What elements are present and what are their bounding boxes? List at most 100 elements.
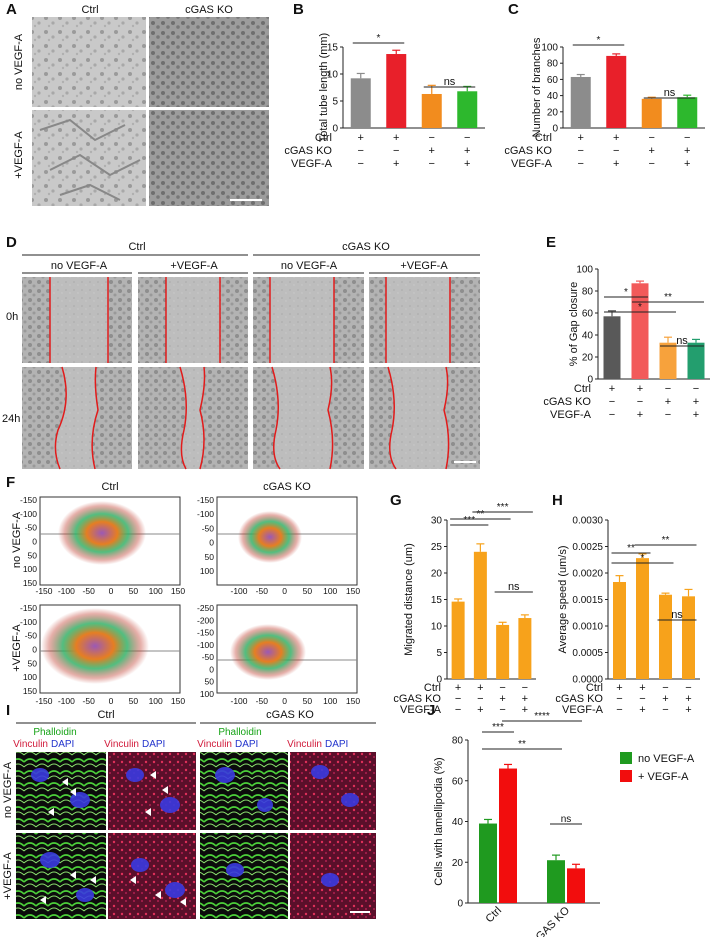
- wound-edge-right: [199, 366, 206, 470]
- arrowheads: [40, 771, 186, 906]
- chart-j: 0 20 40 60 80 Cells with lamellipodia (%) Ctrl…: [433, 711, 695, 937]
- panel-label-i: I: [6, 702, 10, 719]
- panel-d-time-24h: 24h: [2, 413, 20, 425]
- track-plot-ctrl-novegf: [39, 496, 181, 586]
- track-cluster: [41, 608, 149, 684]
- f-y-tick-label: 0: [209, 538, 214, 548]
- bar: [659, 342, 677, 379]
- f-x-tick-label: 100: [323, 696, 337, 706]
- condition-label: cGAS KO: [284, 145, 332, 157]
- significance-label: *: [377, 33, 381, 44]
- y-tick-label: 10: [431, 622, 443, 633]
- track-cluster: [238, 511, 302, 563]
- panel-d-group-ctrl: Ctrl: [128, 241, 145, 253]
- significance-label: **: [664, 292, 672, 303]
- condition-sign: −: [616, 704, 622, 716]
- f-y-tick-label: 100: [200, 689, 214, 699]
- wound-gap-24h-3: [272, 367, 333, 469]
- f-y-tick-label: 50: [28, 658, 38, 668]
- panel-i-stain-vinculin-4: Vinculin: [287, 739, 322, 750]
- panel-a-col-cgas: cGAS KO: [185, 4, 233, 16]
- f-y-tick-label: -150: [20, 495, 37, 505]
- condition-sign: −: [609, 396, 615, 408]
- panel-a-col-ctrl: Ctrl: [81, 4, 98, 16]
- panel-i-row-novegf: no VEGF-A: [2, 761, 14, 818]
- condition-label: Ctrl: [535, 132, 552, 144]
- condition-sign: −: [464, 132, 470, 144]
- y-axis-title: Average speed (um/s): [557, 545, 569, 653]
- wound-cells-left: [369, 277, 386, 363]
- y-tick-label: 0.0005: [572, 648, 603, 659]
- condition-sign: −: [499, 704, 505, 716]
- bar: [603, 316, 621, 379]
- condition-sign: −: [662, 704, 668, 716]
- y-tick-label: 0: [436, 675, 442, 686]
- condition-sign: −: [613, 145, 619, 157]
- f-y-tick-label: -150: [197, 628, 214, 638]
- if-image-ctrl-vegf-merge: [16, 833, 106, 919]
- condition-label: Ctrl: [574, 383, 591, 395]
- f-x-tick-label: 100: [149, 586, 163, 596]
- panel-d-group-cgas: cGAS KO: [342, 241, 390, 253]
- panel-i-stain-dapi-3: DAPI: [235, 739, 258, 750]
- wound-cells-right: [334, 277, 364, 363]
- tube-image-cgas-vegf: [149, 110, 269, 206]
- panel-f-col-ctrl: Ctrl: [101, 481, 118, 493]
- y-axis-title: Number of branches: [531, 37, 543, 137]
- wound-cells-right: [108, 277, 132, 363]
- bar: [496, 624, 510, 679]
- condition-sign: −: [609, 409, 615, 421]
- y-tick-label: 10: [327, 70, 339, 81]
- condition-sign: −: [358, 145, 364, 157]
- y-tick-label: 40: [452, 817, 464, 828]
- condition-sign: −: [499, 682, 505, 694]
- wound-edge-right: [327, 366, 334, 470]
- panel-i-stain-dapi-1: DAPI: [51, 739, 74, 750]
- condition-label: VEGF-A: [562, 704, 604, 716]
- f-x-tick-label: 0: [282, 696, 287, 706]
- condition-sign: +: [637, 383, 643, 395]
- f-x-tick-label: -50: [256, 696, 269, 706]
- significance-label: *: [641, 553, 645, 564]
- condition-sign: +: [649, 145, 655, 157]
- condition-sign: +: [613, 158, 619, 170]
- panel-a-row-novegf: no VEGF-A: [13, 33, 25, 90]
- condition-sign: +: [662, 693, 668, 705]
- condition-label: VEGF-A: [550, 409, 592, 421]
- panel-label-d: D: [6, 234, 17, 251]
- significance-label: ns: [676, 335, 688, 347]
- wound-cells-left: [138, 277, 166, 363]
- f-y-tick-label: -50: [202, 652, 215, 662]
- track-plot-ctrl-vegf: [39, 604, 181, 694]
- f-y-tick-label: -100: [197, 640, 214, 650]
- condition-sign: −: [578, 145, 584, 157]
- significance-label: ns: [444, 76, 456, 88]
- wound-edge-left: [54, 366, 67, 470]
- wound-edge-right: [443, 366, 450, 470]
- bar: [636, 558, 649, 679]
- significance-label: ns: [671, 609, 683, 621]
- panel-d: Ctrl cGAS KO no VEGF-A +VEGF-A no VEGF-A…: [2, 241, 480, 470]
- panel-i-row-vegf: +VEGF-A: [2, 852, 14, 900]
- condition-sign: +: [616, 682, 622, 694]
- f-y-tick-label: -150: [197, 495, 214, 505]
- panel-label-e: E: [546, 234, 556, 251]
- condition-sign: −: [616, 693, 622, 705]
- y-tick-label: 5: [436, 648, 442, 659]
- f-y-tick-label: 100: [23, 672, 37, 682]
- bar: [659, 594, 672, 679]
- condition-sign: +: [693, 409, 699, 421]
- chart-h: 0.0000 0.0005 0.0010 0.0015 0.0020 0.0025 0.00…: [557, 516, 700, 686]
- condition-label: VEGF-A: [291, 158, 333, 170]
- panel-i-stain-dapi-4: DAPI: [325, 739, 348, 750]
- f-x-tick-label: 100: [323, 586, 337, 596]
- condition-label: cGAS KO: [543, 396, 591, 408]
- y-tick-label: 100: [576, 265, 593, 276]
- f-x-tick-label: -150: [35, 696, 52, 706]
- wound-cells-right: [450, 277, 480, 363]
- condition-label: Ctrl: [315, 132, 332, 144]
- f-y-tick-label: 150: [23, 686, 37, 696]
- condition-sign: +: [477, 682, 483, 694]
- tube-image-cgas-novegf: [149, 17, 269, 107]
- y-tick-label: 0.0010: [572, 622, 603, 633]
